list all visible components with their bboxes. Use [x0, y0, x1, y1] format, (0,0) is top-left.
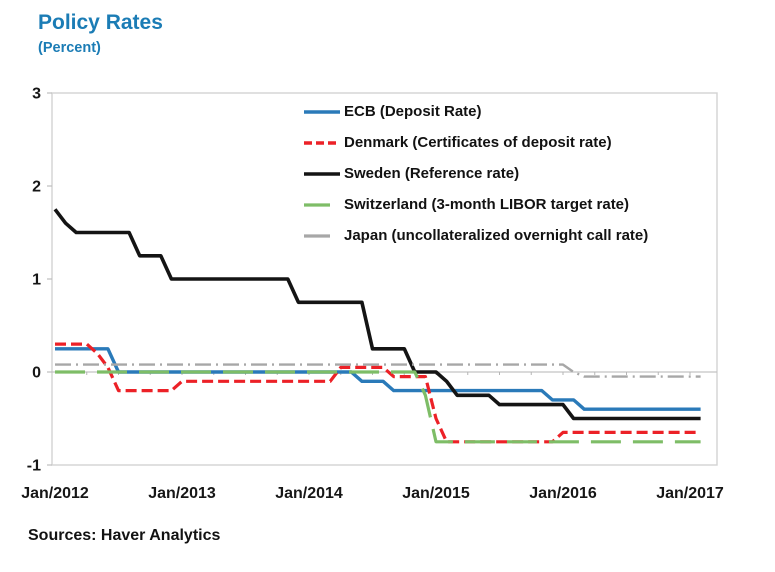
series-line-sweden	[53, 208, 701, 421]
legend-marker-ecb-line	[304, 109, 340, 114]
source-note: Sources: Haver Analytics	[28, 527, 221, 544]
y-tick-label: 0	[32, 365, 41, 382]
series-line-switzerland	[55, 370, 701, 444]
x-tick-label: Jan/2017	[656, 485, 724, 502]
legend-item-denmark: Denmark (Certificates of deposit rate)	[303, 127, 648, 158]
series-line-japan	[55, 363, 701, 378]
series-line-ecb	[55, 347, 701, 411]
y-tick-label: -1	[27, 458, 41, 475]
legend-item-ecb: ECB (Deposit Rate)	[303, 96, 648, 127]
series-line-denmark	[55, 342, 701, 444]
y-tick-label: 1	[32, 272, 41, 289]
legend-marker-sweden-line	[304, 171, 340, 176]
x-tick-label: Jan/2016	[529, 485, 597, 502]
y-tick-label: 3	[32, 86, 41, 103]
legend-marker-denmark-line	[304, 140, 340, 145]
legend-item-sweden: Sweden (Reference rate)	[303, 158, 648, 189]
legend-marker-switzerland-line	[304, 202, 340, 207]
legend-label-japan: Japan (uncollateralized overnight call r…	[344, 227, 649, 244]
legend-label-denmark: Denmark (Certificates of deposit rate)	[344, 134, 612, 151]
chart-legend: ECB (Deposit Rate) Denmark (Certificates…	[303, 96, 648, 251]
legend-marker-japan-line	[304, 233, 340, 238]
x-tick-label: Jan/2014	[275, 485, 343, 502]
legend-label-switzerland: Switzerland (3-month LIBOR target rate)	[344, 196, 630, 213]
legend-item-switzerland: Switzerland (3-month LIBOR target rate)	[303, 189, 648, 220]
legend-label-ecb: ECB (Deposit Rate)	[344, 103, 482, 120]
legend-item-japan: Japan (uncollateralized overnight call r…	[303, 220, 648, 251]
chart-title: Policy Rates	[38, 11, 163, 34]
x-tick-label: Jan/2012	[21, 485, 89, 502]
chart-subtitle: (Percent)	[38, 40, 101, 56]
x-tick-label: Jan/2015	[402, 485, 470, 502]
x-tick-label: Jan/2013	[148, 485, 216, 502]
legend-label-sweden: Sweden (Reference rate)	[344, 165, 520, 182]
y-tick-label: 2	[32, 179, 41, 196]
